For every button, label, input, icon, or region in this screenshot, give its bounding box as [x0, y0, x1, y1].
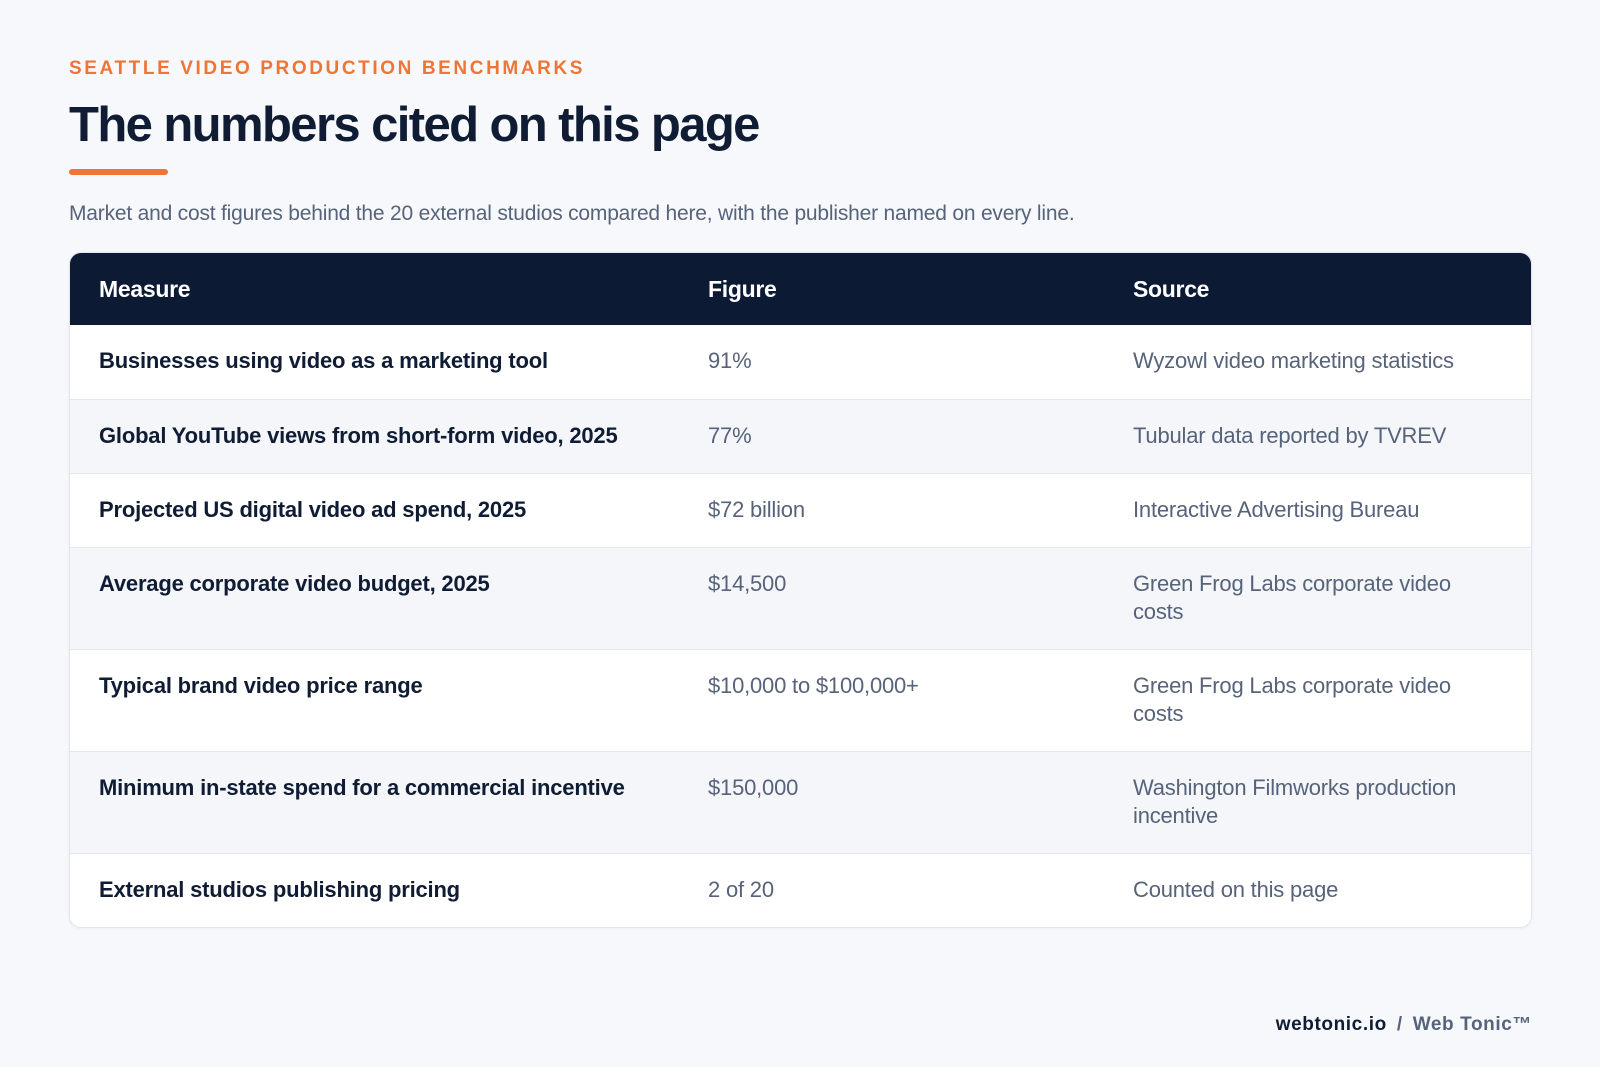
benchmarks-table-card: Measure Figure Source Businesses using v…: [69, 252, 1532, 928]
footer-separator: /: [1396, 1014, 1403, 1035]
measure-cell: Typical brand video price range: [99, 672, 423, 698]
measure-cell: Projected US digital video ad spend, 202…: [99, 496, 527, 522]
table-row: External studios publishing pricing 2 of…: [70, 853, 1531, 927]
source-cell: Green Frog Labs corporate video costs: [1133, 672, 1451, 726]
page-subtitle: Market and cost figures behind the 20 ex…: [69, 202, 1075, 225]
figure-cell: $150,000: [708, 774, 799, 800]
figure-cell: 77%: [708, 422, 752, 448]
table-row: Projected US digital video ad spend, 202…: [70, 473, 1531, 547]
measure-cell: Minimum in-state spend for a commercial …: [99, 774, 625, 800]
table-row: Average corporate video budget, 2025 $14…: [70, 547, 1531, 649]
measure-cell: Average corporate video budget, 2025: [99, 570, 490, 596]
source-cell: Interactive Advertising Bureau: [1133, 496, 1420, 522]
source-cell: Wyzowl video marketing statistics: [1133, 348, 1454, 373]
title-accent-rule: [69, 169, 168, 175]
measure-cell: Businesses using video as a marketing to…: [99, 348, 548, 373]
benchmarks-section: SEATTLE VIDEO PRODUCTION BENCHMARKS The …: [69, 56, 1532, 928]
figure-cell: 2 of 20: [708, 876, 774, 902]
eyebrow-label: SEATTLE VIDEO PRODUCTION BENCHMARKS: [69, 58, 586, 79]
table-row: Businesses using video as a marketing to…: [70, 325, 1531, 399]
table-row: Minimum in-state spend for a commercial …: [70, 751, 1531, 853]
benchmarks-table: Measure Figure Source Businesses using v…: [70, 253, 1531, 927]
column-header-figure: Figure: [708, 275, 777, 302]
source-cell: Tubular data reported by TVREV: [1133, 422, 1447, 448]
footer-domain: webtonic.io: [1275, 1014, 1387, 1035]
source-cell: Green Frog Labs corporate video costs: [1133, 570, 1451, 624]
figure-cell: $72 billion: [708, 496, 805, 522]
measure-cell: External studios publishing pricing: [99, 876, 460, 902]
figure-cell: 91%: [708, 348, 752, 373]
source-cell: Washington Filmworks production incentiv…: [1133, 774, 1457, 828]
source-cell: Counted on this page: [1133, 876, 1339, 902]
measure-cell: Global YouTube views from short-form vid…: [99, 422, 618, 448]
figure-cell: $14,500: [708, 570, 787, 596]
table-row: Global YouTube views from short-form vid…: [70, 399, 1531, 473]
table-row: Typical brand video price range $10,000 …: [70, 649, 1531, 751]
column-header-measure: Measure: [99, 275, 191, 302]
footer-credit: webtonic.io / Web Tonic™: [1276, 1012, 1532, 1038]
page-title: The numbers cited on this page: [69, 98, 760, 152]
column-header-source: Source: [1133, 275, 1210, 302]
footer-brand: Web Tonic™: [1412, 1014, 1532, 1035]
figure-cell: $10,000 to $100,000+: [708, 672, 919, 698]
table-header-row: Measure Figure Source: [70, 253, 1531, 325]
